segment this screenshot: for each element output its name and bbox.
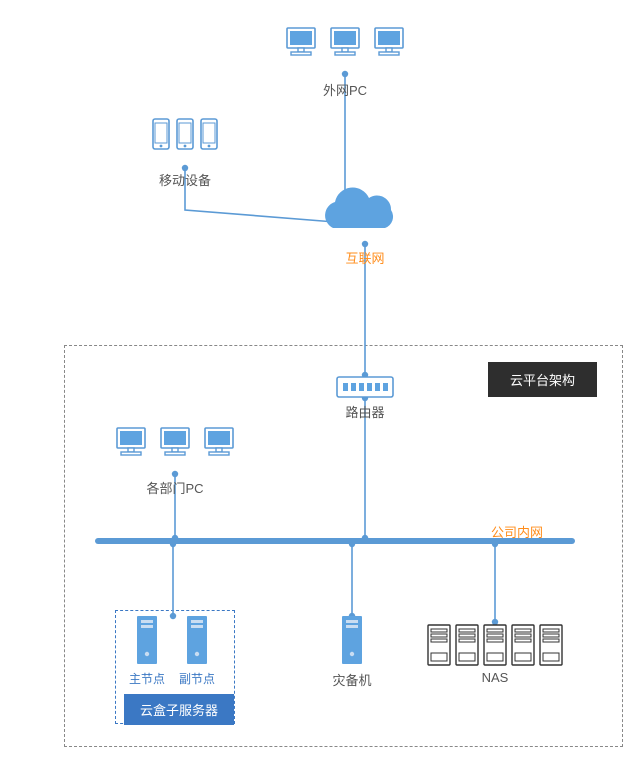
label-primary-node: 主节点: [122, 670, 172, 687]
label-dr-machine: 灾备机: [322, 670, 382, 689]
label-router: 路由器: [335, 402, 395, 421]
label-mobile-devices: 移动设备: [155, 170, 215, 189]
label-external-pc: 外网PC: [315, 80, 375, 99]
label-intranet: 公司内网: [487, 522, 547, 541]
label-nas: NAS: [465, 670, 525, 685]
label-internet: 互联网: [335, 248, 395, 267]
badge-cloud-box-server: 云盒子服务器: [124, 694, 234, 725]
label-dept-pc: 各部门PC: [145, 478, 205, 497]
badge-platform-arch: 云平台架构: [488, 362, 597, 397]
label-secondary-node: 副节点: [172, 670, 222, 687]
